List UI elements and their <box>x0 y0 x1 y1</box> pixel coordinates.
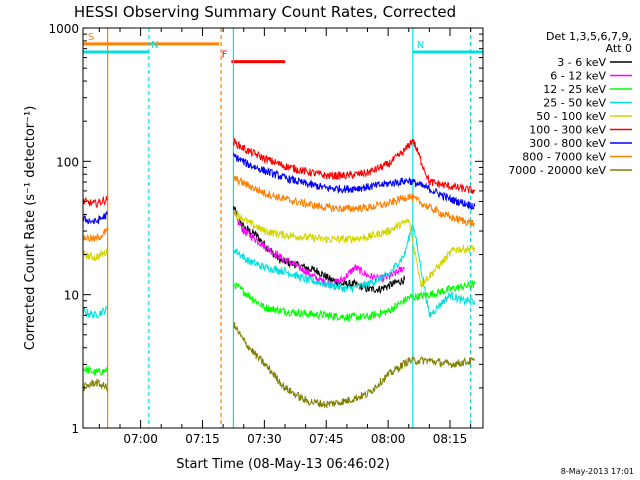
series-line <box>83 365 109 376</box>
axis-ticks: 07:00 07:15 07:30 07:45 08:00 08:15 1 10 100 1000 <box>48 22 483 446</box>
x-tick-label: 07:30 <box>247 432 282 446</box>
legend-entry-label: 6 - 12 keV <box>550 70 606 83</box>
observing-flags: S N N F <box>83 32 483 64</box>
series-line <box>232 211 406 288</box>
series-line <box>83 378 109 392</box>
series-line <box>233 209 476 289</box>
flag-label: S <box>88 32 94 43</box>
y-axis-label: Corrected Count Rate (s⁻¹ detector⁻¹) <box>23 106 38 351</box>
y-tick-label: 100 <box>56 155 79 169</box>
legend-entry-label: 50 - 100 keV <box>536 110 606 123</box>
legend-title-line-1: Det 1,3,5,6,7,9, <box>546 30 632 43</box>
series-lines <box>83 137 476 409</box>
x-tick-label: 07:45 <box>309 432 344 446</box>
flag-label: N <box>417 40 424 51</box>
plot-frame <box>82 27 484 429</box>
y-tick-label: 10 <box>64 289 79 303</box>
series-line <box>232 137 476 194</box>
x-tick-label: 08:15 <box>433 432 468 446</box>
legend-entry-label: 300 - 800 keV <box>529 137 606 150</box>
x-tick-label: 08:00 <box>371 432 406 446</box>
series-line <box>83 195 108 208</box>
legend-title-line-2: Att 0 <box>606 42 632 55</box>
timestamp: 8-May-2013 17:01 <box>561 467 634 476</box>
series-line <box>232 279 476 322</box>
legend-entry-label: 25 - 50 keV <box>543 97 606 110</box>
series-line <box>232 175 475 228</box>
series-line <box>233 222 476 317</box>
attenuator-lines <box>107 28 472 428</box>
x-tick-label: 07:00 <box>123 432 158 446</box>
y-tick-label: 1000 <box>48 22 79 36</box>
x-axis-label: Start Time (08-May-13 06:46:02) <box>176 457 390 472</box>
legend-entry-label: 800 - 7000 keV <box>522 151 606 164</box>
series-line <box>83 248 109 261</box>
x-tick-label: 07:15 <box>185 432 220 446</box>
flag-label: F <box>222 50 228 61</box>
series-line <box>232 322 476 409</box>
y-tick-label: 1 <box>71 422 79 436</box>
chart-title: HESSI Observing Summary Count Rates, Cor… <box>74 3 456 21</box>
series-line <box>83 211 109 225</box>
legend-entry-label: 100 - 300 keV <box>529 124 606 137</box>
series-line <box>232 152 476 211</box>
series-line <box>83 306 109 319</box>
legend-entry-label: 7000 - 20000 keV <box>508 164 606 177</box>
legend-entry-label: 12 - 25 keV <box>543 83 606 96</box>
legend-entry-label: 3 - 6 keV <box>557 56 606 69</box>
series-line <box>83 227 109 242</box>
flag-label: N <box>151 40 158 51</box>
